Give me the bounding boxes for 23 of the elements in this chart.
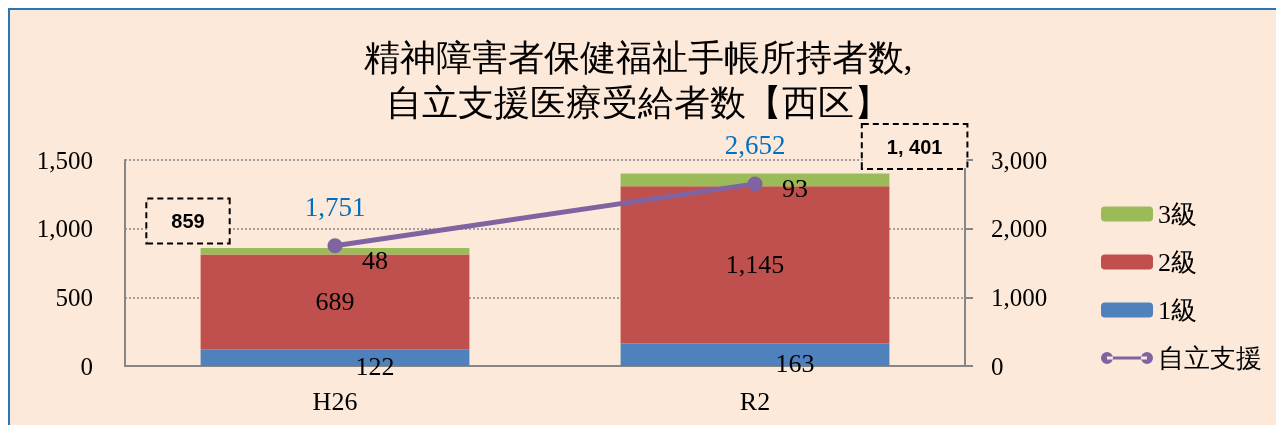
total-label: 1, 401: [886, 135, 943, 158]
data-label: 689: [315, 287, 355, 317]
legend-label: 3級: [1158, 199, 1197, 229]
y2-tick-label: 0: [991, 352, 1004, 380]
legend-label: 自立支援: [1158, 343, 1262, 373]
y2-tick-label: 3,000: [991, 146, 1048, 174]
y-tick-label: 500: [55, 283, 93, 311]
chart-title: 精神障害者保健福祉手帳所持者数, 自立支援医療受給者数【西区】: [363, 37, 913, 123]
x-tick-label: R2: [739, 386, 771, 416]
data-label: 48: [362, 245, 388, 275]
total-label: 859: [171, 210, 205, 233]
y2-tick-label: 1,000: [991, 283, 1048, 311]
data-label: 1,751: [304, 191, 366, 222]
y-tick-label: 1,500: [36, 146, 93, 174]
x-tick-label: H26: [312, 386, 358, 416]
legend-label: 2級: [1158, 247, 1197, 277]
bar: [200, 254, 470, 350]
data-label: 2,652: [724, 129, 786, 160]
legend-label: 1級: [1158, 295, 1197, 325]
y-tick-label: 0: [80, 352, 93, 380]
data-label: 1,145: [725, 250, 785, 280]
y2-tick-label: 2,000: [991, 215, 1048, 243]
y-tick-label: 1,000: [36, 215, 93, 243]
